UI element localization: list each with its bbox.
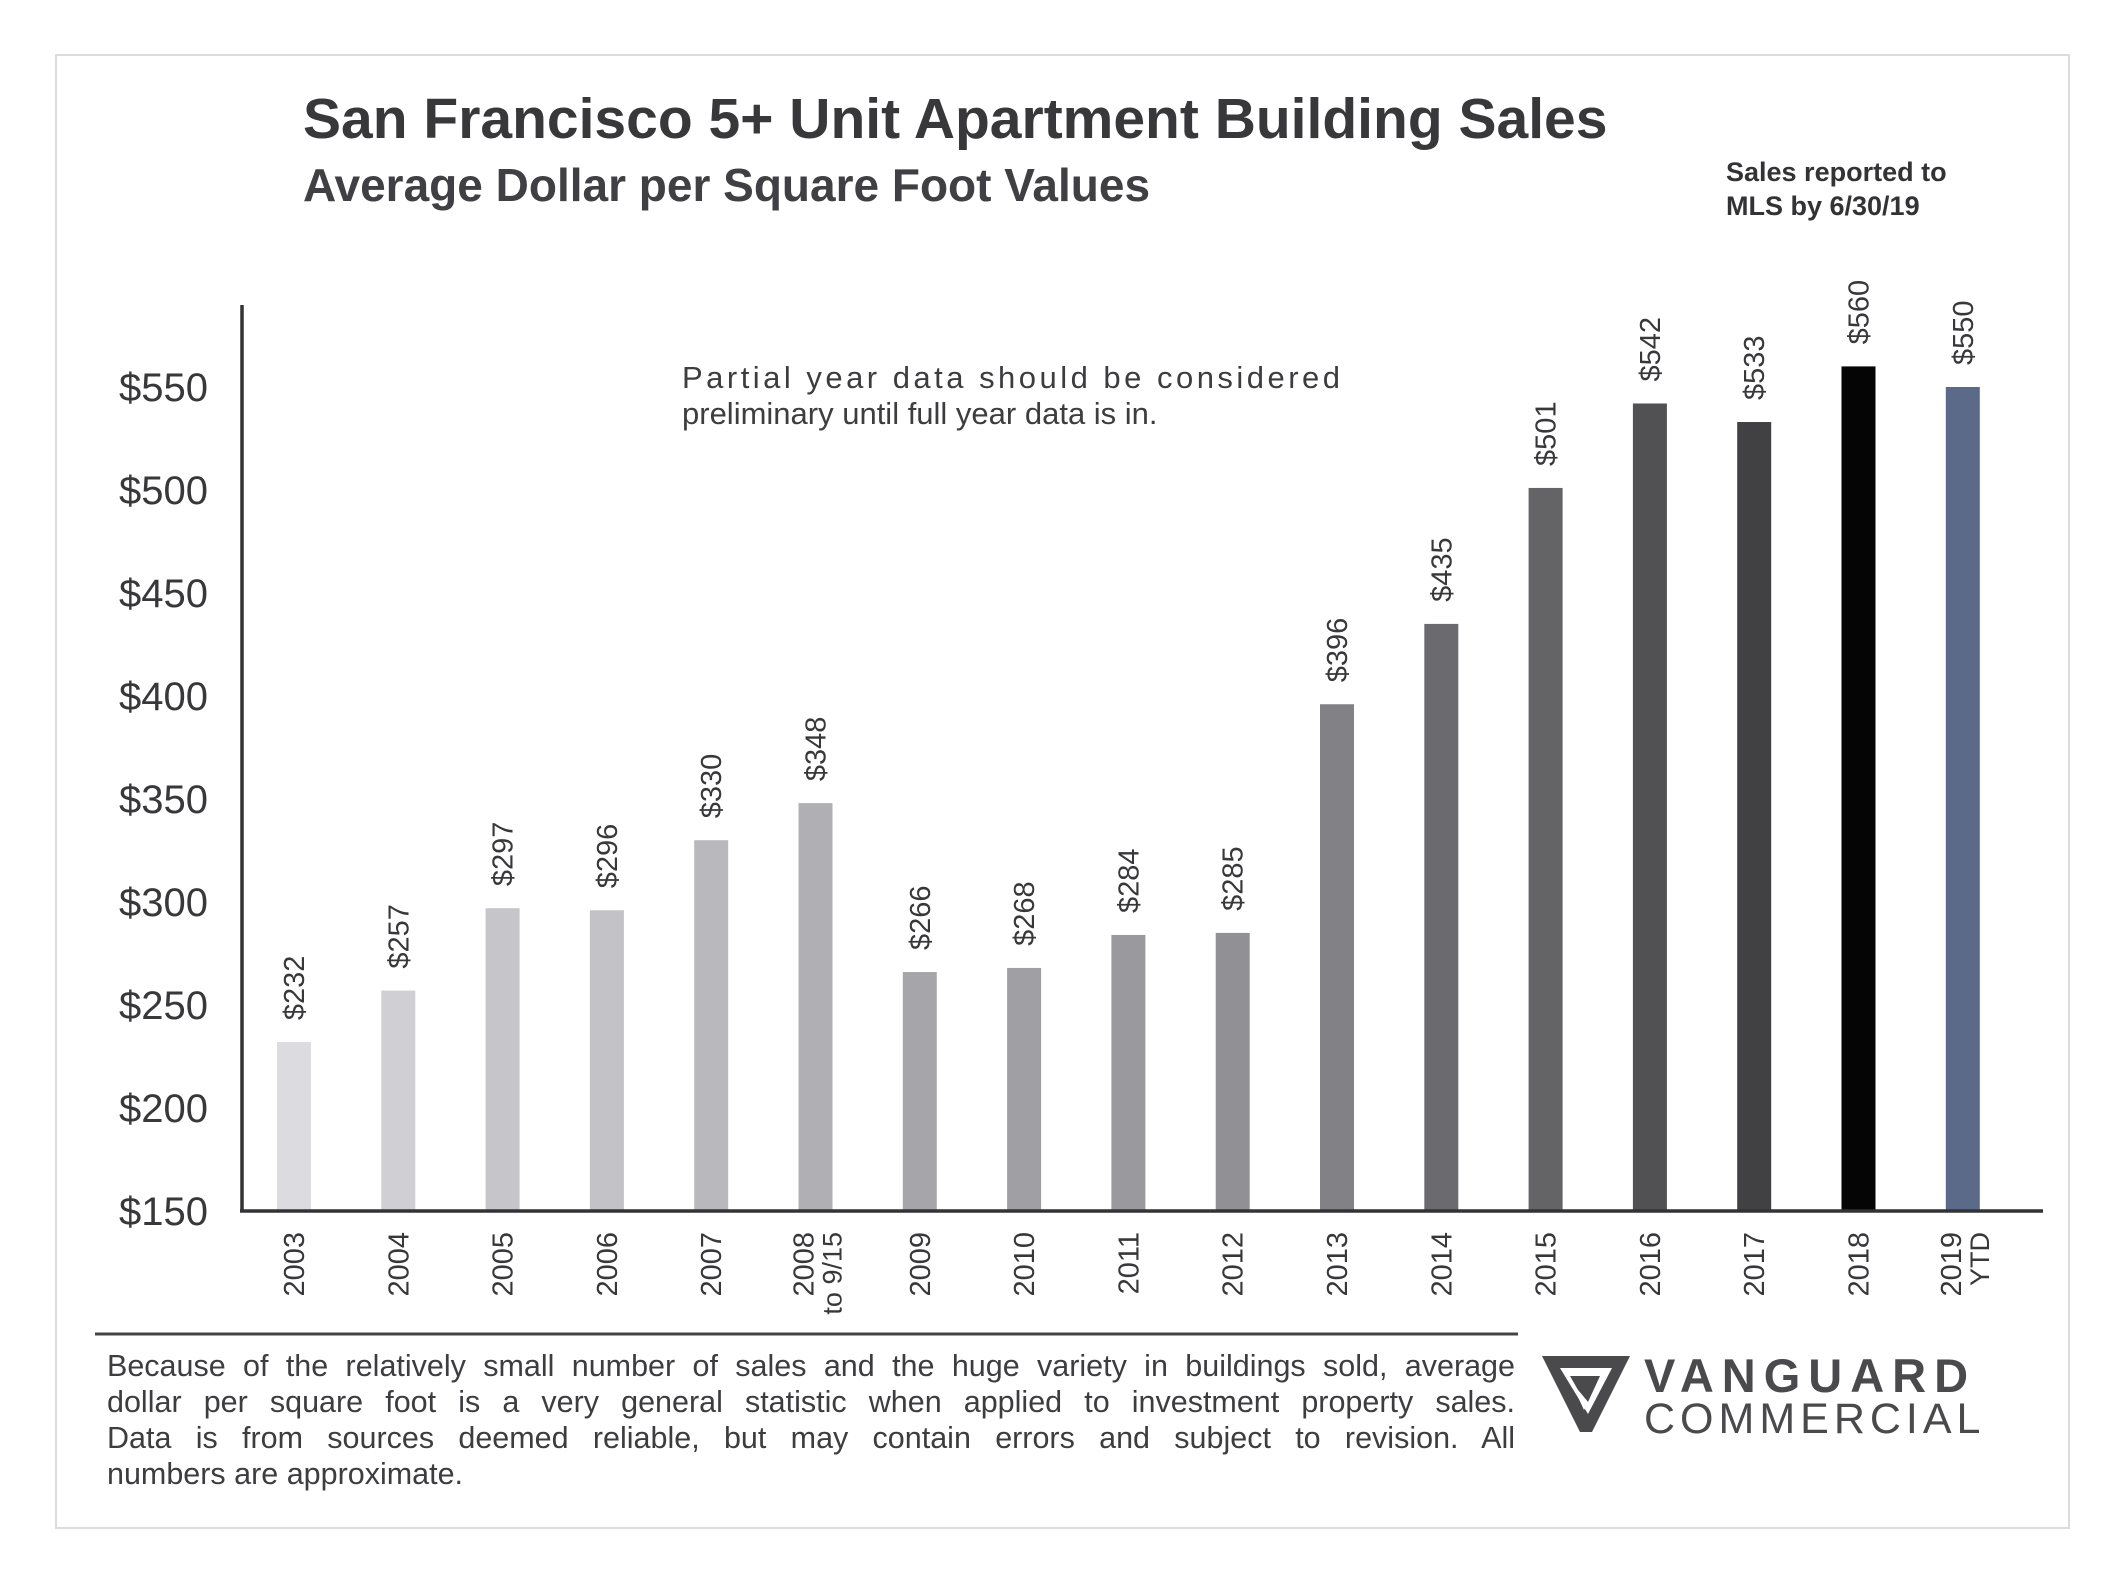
x-tick-label: 2006 [592, 1232, 624, 1297]
bars [277, 366, 1980, 1212]
x-tick-label: 2010 [1009, 1232, 1041, 1297]
x-tick-label: 2017 [1739, 1232, 1771, 1297]
x-tick-label: 2013 [1322, 1232, 1354, 1297]
y-tick-label: $300 [119, 881, 208, 925]
partial-year-annotation-line-2: preliminary until full year data is in. [682, 396, 1158, 431]
x-tick-sublabel: to 9/15 [818, 1232, 848, 1315]
value-label: $296 [592, 824, 624, 889]
value-label: $232 [279, 956, 311, 1021]
bar [1841, 366, 1876, 1211]
x-tick-label: 2015 [1531, 1232, 1563, 1297]
bar [1424, 623, 1459, 1211]
value-label: $533 [1739, 336, 1771, 401]
value-labels: $232 $257 $297 $296 $330 $348 $266 $268 $284 $285… [279, 280, 1980, 1020]
y-tick-label: $450 [119, 572, 208, 616]
footer-line-4: numbers are approximate. [107, 1457, 464, 1491]
y-axis-ticks: $150 $200 $250 $300 $350 $400 $450 $500 $550 [119, 366, 208, 1234]
bar [589, 910, 624, 1211]
logo-text-vanguard: VANGUARD [1644, 1349, 1977, 1402]
bar [485, 908, 520, 1211]
bar [1111, 934, 1146, 1211]
x-tick-label: 2011 [1113, 1232, 1145, 1294]
x-tick-label: 2003 [279, 1232, 311, 1297]
logo-text-commercial: COMMERCIAL [1644, 1395, 1986, 1443]
bar [381, 990, 416, 1211]
y-tick-label: $250 [119, 984, 208, 1028]
value-label: $257 [383, 904, 415, 969]
bar [1528, 487, 1563, 1211]
x-tick-label: 2016 [1635, 1232, 1667, 1297]
chart-frame [55, 54, 2070, 1529]
x-tick-label: 2004 [383, 1232, 415, 1297]
value-label: $542 [1635, 317, 1667, 382]
bar [1320, 704, 1354, 1211]
sales-reported-note: Sales reported to MLS by 6/30/19 [1726, 155, 2026, 223]
y-tick-label: $150 [119, 1190, 208, 1234]
value-label: $501 [1531, 401, 1563, 466]
x-tick-label: 2008 [789, 1232, 821, 1297]
footer-line-2: dollar per square foot is a very general… [107, 1385, 1515, 1419]
footer-line-3: Data is from sources deemed reliable, bu… [107, 1421, 1515, 1455]
value-label: $285 [1218, 846, 1250, 911]
value-label: $560 [1844, 280, 1876, 345]
footer-line-1: Because of the relatively small number o… [107, 1349, 1515, 1383]
bar [1215, 932, 1250, 1211]
x-tick-label: 2005 [488, 1232, 520, 1297]
vanguard-v-logo-icon [1542, 1356, 1630, 1432]
vanguard-commercial-logo: VANGUARD COMMERCIAL [1540, 1349, 2020, 1443]
value-label: $396 [1322, 618, 1354, 683]
x-tick-label: 2019 [1936, 1232, 1968, 1297]
y-tick-label: $400 [119, 675, 208, 719]
value-label: $268 [1009, 881, 1041, 946]
y-tick-label: $550 [119, 366, 208, 410]
bar [694, 840, 729, 1211]
value-label: $330 [696, 754, 728, 819]
chart-subtitle: Average Dollar per Square Foot Values [303, 159, 1151, 211]
x-tick-label: 2007 [696, 1232, 728, 1297]
sales-note-line-1: Sales reported to [1726, 157, 1947, 187]
bar [1945, 387, 1980, 1211]
x-tick-label: 2014 [1426, 1232, 1458, 1297]
chart-title: San Francisco 5+ Unit Apartment Building… [303, 87, 1608, 151]
bar [277, 1042, 311, 1211]
x-tick-label: 2012 [1218, 1232, 1250, 1297]
bar [1007, 967, 1042, 1211]
value-label: $348 [801, 717, 833, 782]
y-tick-label: $200 [119, 1087, 208, 1131]
sales-note-line-2: MLS by 6/30/19 [1726, 191, 1920, 221]
bar [1632, 403, 1667, 1212]
footer-disclaimer: Because of the relatively small number o… [107, 1348, 1515, 1492]
value-label: $297 [488, 822, 520, 887]
bar [902, 972, 937, 1211]
partial-year-annotation-line-1: Partial year data should be considered [682, 360, 1340, 395]
value-label: $435 [1426, 537, 1458, 602]
value-label: $266 [905, 886, 937, 951]
x-tick-label: 2018 [1844, 1232, 1876, 1297]
x-tick-label: 2009 [905, 1232, 937, 1297]
bar [798, 803, 833, 1211]
value-label: $284 [1113, 848, 1145, 913]
value-label: $550 [1948, 300, 1980, 365]
y-tick-label: $350 [119, 778, 208, 822]
x-tick-sublabel: YTD [1965, 1232, 1995, 1286]
bar [1737, 422, 1772, 1211]
y-tick-label: $500 [119, 469, 208, 513]
